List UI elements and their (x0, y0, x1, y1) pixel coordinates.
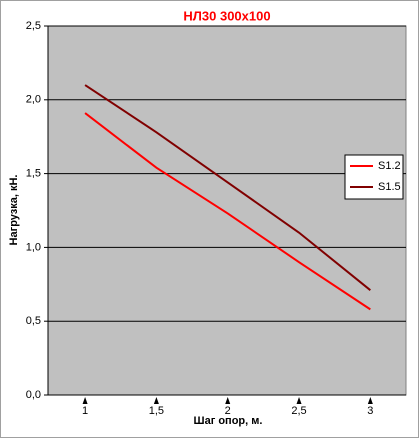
legend-box (344, 154, 404, 200)
y-tick-label: 1,5 (26, 168, 41, 180)
series-line (84, 112, 371, 311)
x-tick (225, 397, 231, 404)
y-tick-label: 2,5 (26, 20, 41, 32)
chart-title: НЛ30 300x100 (183, 8, 270, 23)
x-tick (296, 397, 302, 404)
y-tick-label: 0,0 (26, 389, 41, 401)
plot-area (47, 25, 407, 396)
y-tick-label: 2,0 (26, 94, 41, 106)
x-axis-title: Шаг опор, м. (194, 415, 263, 427)
legend-label: S1.2 (378, 160, 401, 172)
y-tick-label: 1,0 (26, 241, 41, 253)
legend-label: S1.5 (378, 181, 401, 193)
x-tick-label: 2 (225, 405, 231, 417)
x-tick (367, 397, 373, 404)
x-tick-label: 3 (367, 405, 373, 417)
x-tick-label: 2,5 (291, 405, 306, 417)
x-tick-label: 1,5 (149, 405, 164, 417)
y-axis-title: Нагрузка, кН. (8, 175, 20, 246)
y-tick-label: 0,5 (26, 315, 41, 327)
x-tick (153, 397, 159, 404)
x-tick-label: 1 (82, 405, 88, 417)
series-line (84, 84, 371, 291)
x-tick (82, 397, 88, 404)
